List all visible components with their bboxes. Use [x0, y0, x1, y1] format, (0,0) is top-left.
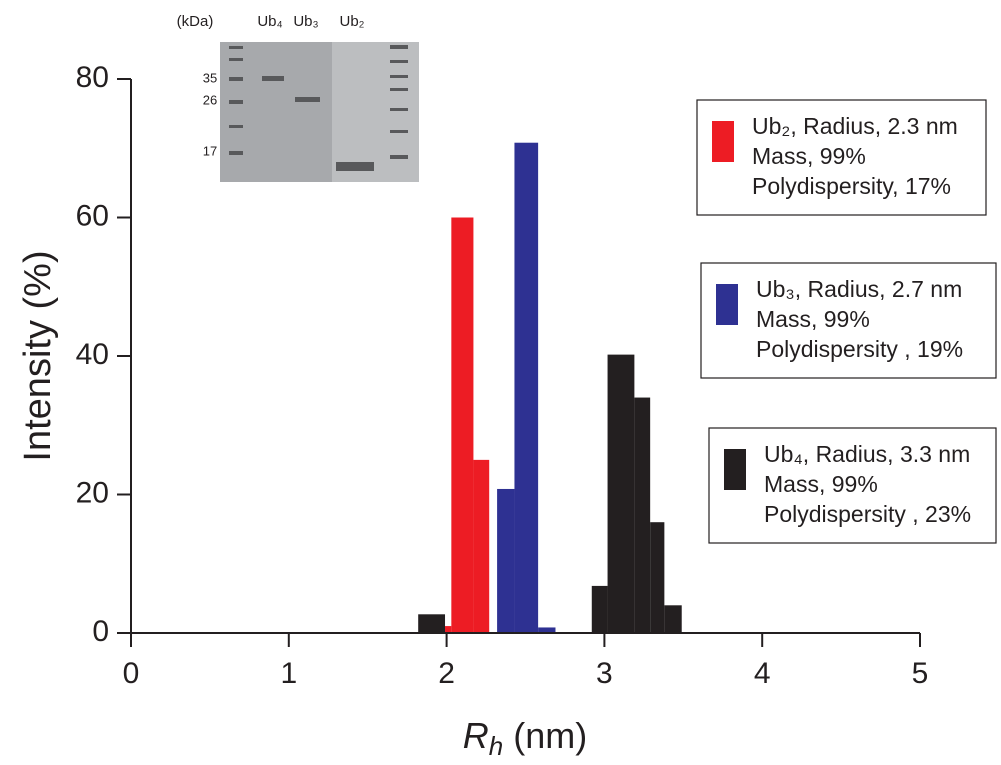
- legend-detail: Mass, 99%: [756, 306, 870, 332]
- legend-label: Ub₄, Radius, 3.3 nm: [764, 441, 970, 467]
- x-tick-label: 5: [912, 657, 929, 690]
- legend-entry: Ub₂, Radius, 2.3 nm Mass, 99% Polydispersi…: [697, 100, 986, 215]
- x-tick-label: 3: [596, 657, 613, 690]
- x-label-unit: (nm): [513, 715, 587, 756]
- x-tick-label: 4: [754, 657, 771, 690]
- y-tick-label: 60: [76, 199, 109, 232]
- bar: [497, 489, 514, 633]
- bar: [451, 218, 473, 634]
- y-tick-label: 20: [76, 476, 109, 509]
- x-tick-label: 0: [123, 657, 140, 690]
- gel-lane: Ub₂: [340, 13, 365, 30]
- legend-detail: Polydispersity , 23%: [764, 501, 971, 527]
- gel-left: [220, 42, 332, 182]
- legend-label: Ub₃, Radius, 2.7 nm: [756, 276, 962, 302]
- bar: [650, 522, 664, 633]
- y-tick-label: 40: [76, 338, 109, 371]
- x-label-symbol: R: [463, 715, 489, 756]
- gel-lane: Ub₄: [257, 13, 282, 30]
- bar: [664, 605, 681, 633]
- legend-swatch: [716, 284, 738, 325]
- x-tick-label: 2: [438, 657, 455, 690]
- legend-detail: Polydispersity, 17%: [752, 173, 951, 199]
- legend-label: Ub₂, Radius, 2.3 nm: [752, 113, 958, 139]
- bar: [418, 614, 445, 633]
- bar: [592, 586, 608, 633]
- legend-entry: Ub₃, Radius, 2.7 nm Mass, 99% Polydispersi…: [701, 263, 996, 378]
- gel-marker: 35: [203, 70, 217, 85]
- legend-swatch: [724, 449, 746, 490]
- y-axis-label: Intensity (%): [17, 250, 59, 461]
- gel-marker: 26: [203, 92, 217, 107]
- x-label-subscript: h: [489, 731, 503, 760]
- legend-detail: Polydispersity , 19%: [756, 336, 963, 362]
- chart: (kDa) Ub₄ Ub₃ Ub₂ 35 26 17 Intensity (%)…: [0, 0, 1001, 760]
- legend-detail: Mass, 99%: [752, 143, 866, 169]
- gel-unit: (kDa): [177, 13, 214, 30]
- gel-inset: (kDa) Ub₄ Ub₃ Ub₂ 35 26 17: [177, 13, 419, 182]
- y-tick-label: 0: [92, 615, 109, 648]
- gel-marker: 17: [203, 143, 217, 158]
- bar: [608, 355, 635, 633]
- bar: [514, 143, 538, 633]
- legend-swatch: [712, 121, 734, 162]
- bar: [634, 398, 650, 633]
- gel-lane: Ub₃: [293, 13, 318, 30]
- legend-detail: Mass, 99%: [764, 471, 878, 497]
- bar: [445, 626, 451, 633]
- x-axis-label: Rh (nm): [463, 715, 587, 760]
- legend-entry: Ub₄, Radius, 3.3 nm Mass, 99% Polydispersi…: [709, 428, 996, 543]
- bar: [473, 460, 489, 633]
- x-tick-label: 1: [280, 657, 297, 690]
- y-tick-label: 80: [76, 61, 109, 94]
